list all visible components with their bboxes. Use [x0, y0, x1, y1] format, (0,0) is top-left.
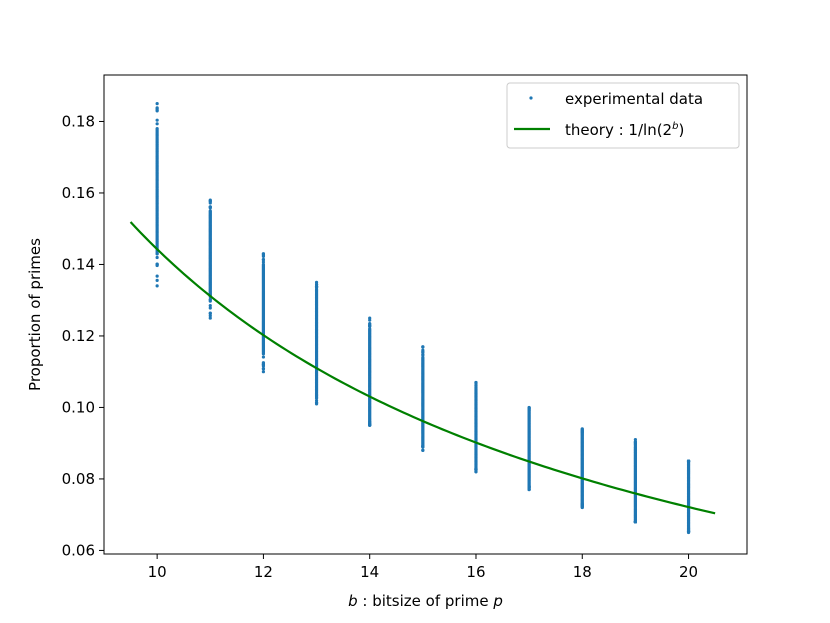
data-point [155, 127, 159, 131]
data-point [368, 322, 372, 326]
data-point [155, 107, 159, 111]
data-layer [155, 102, 691, 535]
data-point [261, 355, 266, 359]
data-point [208, 298, 212, 302]
x-tick-label: 10 [148, 563, 167, 581]
data-point [633, 438, 638, 442]
x-axis-label-var: b [348, 592, 358, 610]
data-point [474, 386, 478, 390]
data-point [421, 345, 425, 349]
data-point [421, 350, 425, 354]
y-tick-label: 0.12 [62, 327, 95, 345]
y-tick-label: 0.14 [62, 255, 95, 273]
y-tick-label: 0.06 [62, 541, 95, 559]
data-point [474, 467, 478, 471]
x-tick-label: 20 [679, 563, 698, 581]
x-axis-label-var2: p [492, 592, 503, 610]
data-point [261, 361, 266, 365]
data-point [527, 405, 531, 410]
data-point [261, 260, 266, 264]
data-point [208, 306, 212, 310]
data-point [368, 316, 372, 320]
data-point [686, 528, 691, 532]
legend-label-experimental: experimental data [565, 90, 703, 108]
data-point [633, 520, 638, 524]
data-point [421, 448, 425, 452]
y-axis-label: Proportion of primes [26, 238, 44, 391]
data-point [208, 205, 212, 209]
data-point [155, 122, 159, 126]
legend-label-theory: theory : 1/ln(2b) [565, 121, 684, 139]
y-tick-label: 0.10 [62, 398, 95, 416]
data-point [208, 198, 212, 202]
data-point [155, 262, 159, 266]
data-point [686, 530, 691, 535]
data-point [261, 367, 266, 371]
data-point [208, 209, 212, 213]
data-point [155, 278, 159, 282]
y-axis: 0.06 0.08 0.10 0.12 0.14 0.16 0.18 [62, 112, 104, 559]
data-point [421, 445, 425, 449]
data-point [208, 304, 212, 308]
data-point [261, 258, 266, 262]
data-point [368, 324, 372, 329]
legend-theory-suffix: ) [678, 121, 684, 139]
data-point [527, 488, 531, 492]
x-tick-label: 18 [573, 563, 592, 581]
data-point [633, 440, 638, 444]
x-axis: 10 12 14 16 18 20 [148, 554, 698, 581]
data-point [155, 284, 159, 288]
data-point [474, 383, 478, 388]
x-tick-label: 16 [466, 563, 485, 581]
legend-box [506, 82, 740, 149]
data-point [261, 363, 266, 367]
data-point [580, 502, 584, 506]
data-point [368, 327, 372, 331]
data-point [474, 470, 478, 474]
legend-theory-text: theory : 1/ln(2 [565, 121, 672, 139]
legend-theory-sup: b [672, 121, 678, 132]
data-point [686, 459, 691, 463]
x-tick-label: 14 [360, 563, 379, 581]
data-point [261, 262, 266, 267]
data-point [314, 280, 319, 284]
y-tick-label: 0.08 [62, 470, 95, 488]
data-point [580, 427, 584, 431]
x-axis-label-text: : bitsize of prime [358, 592, 494, 610]
data-point [474, 380, 478, 385]
y-tick-label: 0.18 [62, 112, 95, 130]
data-point [261, 370, 266, 374]
x-axis-label: b : bitsize of prime p [348, 592, 503, 610]
data-point [580, 505, 584, 510]
data-point [527, 484, 531, 488]
x-tick-label: 12 [254, 563, 273, 581]
data-point [368, 421, 372, 425]
legend: experimental data theory : 1/ln(2b) [506, 82, 740, 149]
data-point [314, 285, 319, 289]
data-point [208, 316, 212, 320]
theory-layer [129, 221, 716, 515]
y-tick-label: 0.16 [62, 184, 95, 202]
data-point [368, 423, 372, 427]
data-point [314, 395, 319, 400]
data-point [155, 255, 159, 260]
data-point [208, 314, 212, 318]
data-point [421, 353, 425, 357]
legend-data-marker [529, 96, 533, 100]
data-point [155, 102, 159, 106]
data-point [633, 442, 638, 447]
data-point [261, 252, 266, 256]
data-point [314, 402, 319, 406]
data-point [155, 252, 159, 256]
data-point [155, 118, 159, 122]
data-point [155, 274, 159, 278]
plot-frame [103, 74, 748, 555]
theory-curve [129, 221, 716, 515]
